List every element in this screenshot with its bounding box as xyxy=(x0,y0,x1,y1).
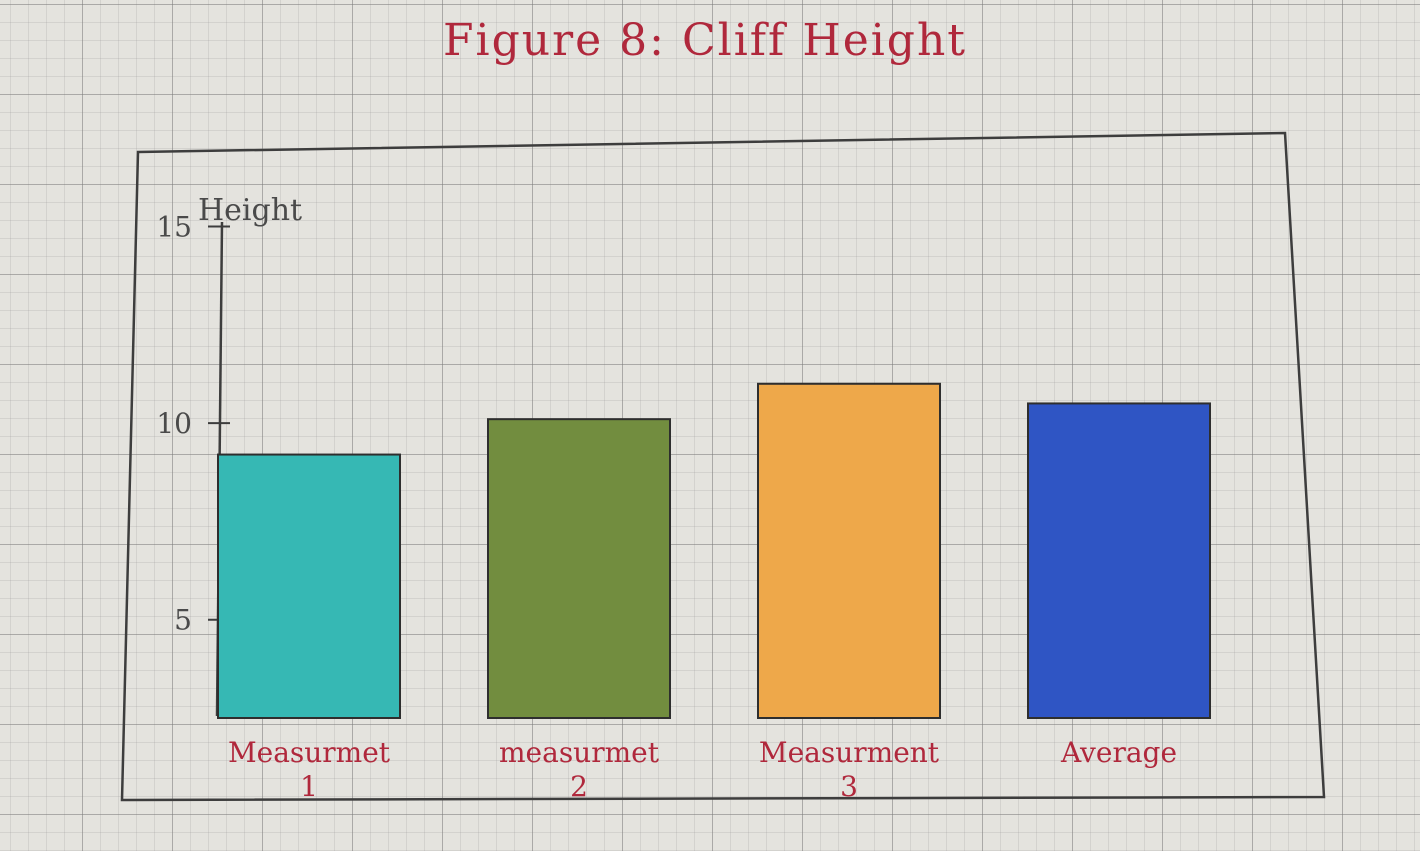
y-tick-label: 15 xyxy=(156,211,192,244)
y-tick-label: 10 xyxy=(156,407,192,440)
bar xyxy=(757,382,941,719)
x-tick-label: 3 xyxy=(840,770,858,803)
bar xyxy=(487,418,671,719)
x-tick-label: 2 xyxy=(570,770,588,803)
x-tick-label: 1 xyxy=(300,770,318,803)
x-tick-label: Measurment xyxy=(759,736,940,769)
x-tick-label: measurmet xyxy=(499,736,660,769)
chart-title: Figure 8: Cliff Height xyxy=(443,15,967,66)
x-tick-label: Measurmet xyxy=(228,736,391,769)
bar xyxy=(1027,402,1211,719)
bar xyxy=(217,453,401,719)
y-axis-label: Height xyxy=(198,193,302,228)
chart-frame xyxy=(120,131,1326,802)
y-tick-label: 5 xyxy=(174,604,192,637)
x-tick-label: Average xyxy=(1060,736,1177,769)
